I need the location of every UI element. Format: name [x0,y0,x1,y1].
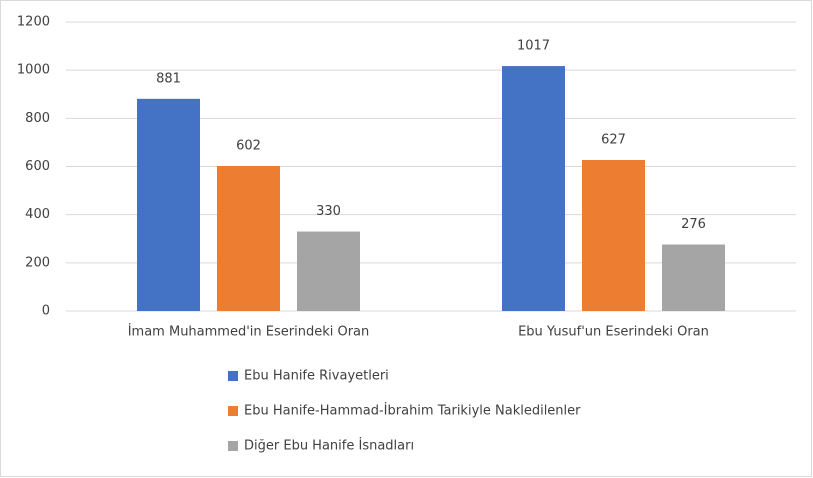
legend-swatch [228,371,238,381]
y-tick-label: 1200 [17,15,50,30]
bar [502,66,565,311]
legend-label: Ebu Hanife-Hammad-İbrahim Tarikiyle Nakl… [244,403,581,419]
legend-swatch [228,406,238,416]
legend-label: Diğer Ebu Hanife İsnadları [244,438,414,454]
x-tick-label: Ebu Yusuf'un Eserindeki Oran [518,325,709,340]
y-tick-label: 600 [25,159,50,174]
bar [582,159,645,311]
legend-swatch [228,441,238,451]
data-label: 1017 [517,39,550,54]
bar [297,231,360,311]
y-tick-label: 1000 [17,63,50,78]
bar [137,98,200,311]
data-label: 881 [156,71,181,86]
data-label: 627 [601,132,626,147]
x-tick-label: İmam Muhammed'in Eserindeki Oran [128,324,370,340]
bar [662,244,725,311]
legend-label: Ebu Hanife Rivayetleri [244,369,389,384]
bar [217,166,280,311]
data-label: 330 [316,204,341,219]
y-tick-label: 0 [42,304,50,319]
data-label: 276 [681,217,706,232]
y-tick-label: 400 [25,207,50,222]
y-tick-label: 800 [25,111,50,126]
data-label: 602 [236,139,261,154]
y-tick-label: 200 [25,255,50,270]
